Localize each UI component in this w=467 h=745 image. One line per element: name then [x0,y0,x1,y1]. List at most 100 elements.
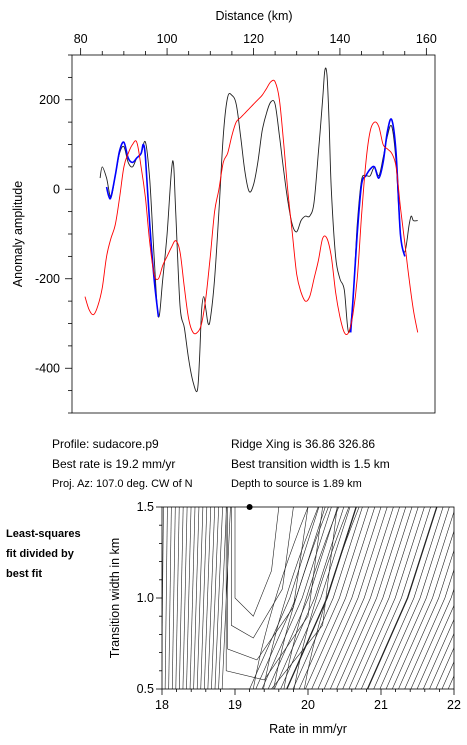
contour-description-line: best fit [6,568,43,580]
anomaly-chart: 80 100 120 140 160 200 0 -200 -400 Distance (km… [11,9,437,414]
contour-line [292,507,363,689]
contour-line [435,646,454,689]
contour-description-line: fit divided by [6,548,74,560]
contour-line [293,507,350,689]
contour-line [263,507,319,689]
rate-tick-label: 19 [228,698,242,712]
contour-line [336,507,407,689]
amplitude-tick-label: 200 [39,93,60,107]
misfit-contour-chart: 18 19 20 21 22 1.5 1.0 0.5 Rate in mm/yr Trans… [108,500,467,736]
contour-line [454,507,467,689]
contour-line [214,507,223,689]
contour-line [416,604,454,689]
contour-line [410,587,454,689]
contour-line [404,568,454,689]
contour-line [441,661,454,689]
contour-line [179,507,184,689]
contour-line [461,507,467,689]
contour-line [225,507,323,681]
contour-line [429,632,454,689]
amplitude-tick-label: -400 [35,361,60,375]
contour-line [317,507,388,689]
contour-line [261,507,332,689]
contour-line [283,507,339,689]
distance-tick-label: 160 [416,32,437,46]
contour-line [280,507,351,689]
rate-tick-label: 22 [447,698,461,712]
contour-line [231,507,294,639]
anomaly-plot-frame [71,54,436,414]
distance-tick-label: 100 [157,32,178,46]
contour-lines [162,507,467,689]
contour-line [348,507,419,689]
distance-tick-label: 140 [329,32,350,46]
transition-tick-label: 1.5 [137,500,154,514]
observed-profile-line [99,67,418,392]
rate-tick-label: 18 [155,698,169,712]
contour-line [229,507,338,689]
contour-line [298,507,369,689]
contour-line [211,507,219,689]
distance-tick-label: 120 [243,32,264,46]
contour-line [196,507,204,689]
contour-line [311,507,382,689]
anomaly-series [84,67,419,392]
contour-line [304,507,360,689]
contour-line [361,507,431,689]
amplitude-axis-ticks: 200 0 -200 -400 [35,54,72,414]
contour-line [182,507,188,689]
contour-line [273,507,329,689]
model-profile-line [84,79,419,335]
contour-line [330,507,400,689]
contour-line [274,507,345,689]
depth-to-source-label: Depth to source is 1.89 km [231,478,362,490]
contour-line [253,507,309,689]
contour-line [392,530,454,689]
best-rate-label: Best rate is 19.2 mm/yr [52,457,176,471]
transition-tick-label: 1.0 [137,591,154,605]
best-transition-label: Best transition width is 1.5 km [231,457,390,471]
contour-line [249,507,320,689]
best-fit-marker [246,504,253,510]
contour-description: Least-squares fit divided by best fit [6,524,81,584]
contour-line [162,507,164,676]
contour-line [218,507,227,689]
contour-line [234,507,280,617]
amplitude-tick-label: -200 [35,272,60,286]
contour-line [385,510,454,689]
rate-tick-label: 21 [374,698,388,712]
amplitude-tick-label: 0 [53,182,60,196]
contour-line [373,507,444,689]
contour-line [366,507,438,689]
contour-line [342,507,413,689]
contour-line [193,507,200,689]
contour-line [379,507,450,689]
contour-line [398,549,454,689]
contour-line [164,507,168,689]
contour-line [186,507,192,689]
projection-azimuth-label: Proj. Az: 107.0 deg. CW of N [52,478,193,490]
distance-axis-label: Distance (km) [215,9,292,23]
contour-line [200,507,208,689]
rate-axis-label: Rate in mm/yr [269,722,347,736]
contour-line [354,507,425,689]
fitted-segment-line [349,118,406,333]
distance-axis-ticks: 80 100 120 140 160 [74,32,437,55]
transition-axis-label: Transition width in km [108,538,122,658]
rate-axis-ticks: 18 19 20 21 22 [155,689,461,712]
contour-description-line: Least-squares [6,528,81,540]
profile-label: Profile: sudacore.p9 [52,437,159,451]
transition-tick-label: 0.5 [137,682,154,696]
ridge-crossing-label: Ridge Xing is 36.86 326.86 [231,437,376,451]
contour-line [227,507,309,661]
distance-tick-label: 80 [74,32,88,46]
fitted-segment-line [105,141,160,317]
contour-line [267,507,338,689]
contour-line [207,507,216,689]
contour-line [204,507,212,689]
amplitude-axis-label: Anomaly amplitude [11,181,25,287]
contour-line [423,618,454,689]
transition-axis-ticks: 1.5 1.0 0.5 [137,500,162,696]
contour-line [323,507,394,689]
